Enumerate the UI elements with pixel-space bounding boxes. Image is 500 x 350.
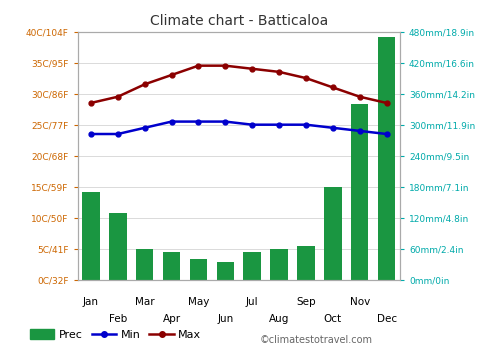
Bar — [109, 213, 126, 280]
Bar — [297, 246, 314, 280]
Legend: Prec, Min, Max: Prec, Min, Max — [26, 325, 206, 344]
Text: Sep: Sep — [296, 298, 316, 307]
Text: Aug: Aug — [269, 314, 289, 323]
Text: Oct: Oct — [324, 314, 342, 323]
Bar — [136, 249, 154, 280]
Bar — [190, 259, 207, 280]
Bar — [244, 252, 261, 280]
Bar — [216, 262, 234, 280]
Text: Jun: Jun — [217, 314, 234, 323]
Text: ©climatestotravel.com: ©climatestotravel.com — [260, 335, 373, 345]
Bar — [351, 104, 368, 280]
Text: Apr: Apr — [162, 314, 180, 323]
Text: May: May — [188, 298, 209, 307]
Text: Jan: Jan — [83, 298, 99, 307]
Bar — [82, 192, 100, 280]
Bar — [163, 252, 180, 280]
Text: Dec: Dec — [376, 314, 396, 323]
Bar — [324, 187, 342, 280]
Text: Nov: Nov — [350, 298, 370, 307]
Text: Feb: Feb — [108, 314, 127, 323]
Bar — [378, 37, 396, 280]
Title: Climate chart - Batticaloa: Climate chart - Batticaloa — [150, 14, 328, 28]
Text: Jul: Jul — [246, 298, 258, 307]
Text: Mar: Mar — [135, 298, 154, 307]
Bar — [270, 249, 288, 280]
